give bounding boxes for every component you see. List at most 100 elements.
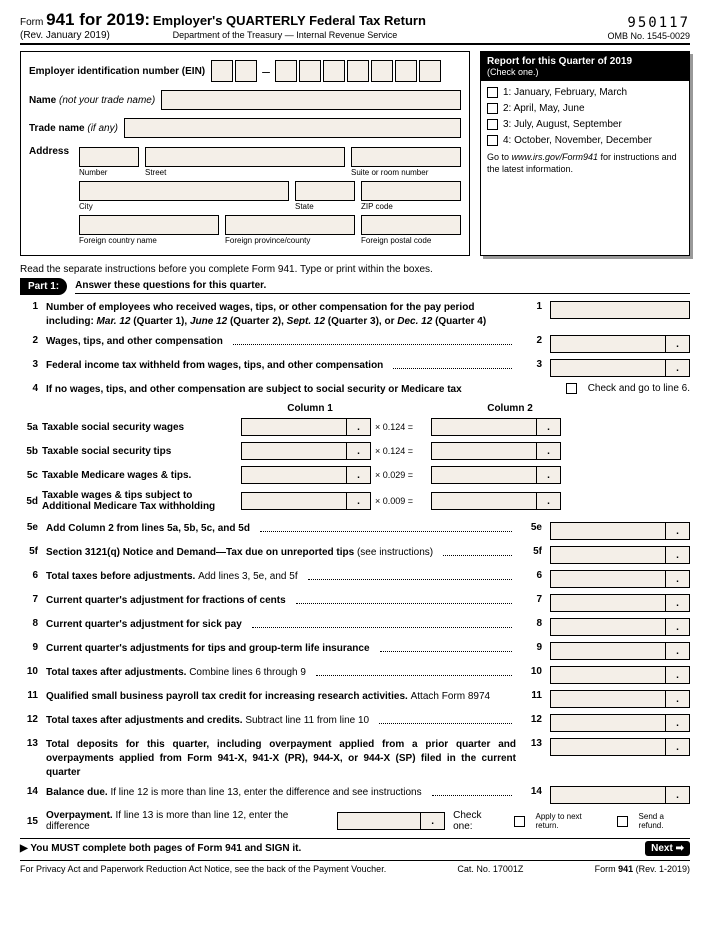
line-13-input[interactable]: . [550,738,690,756]
suite-input[interactable] [351,147,461,167]
line-7-text: Current quarter's adjustment for fractio… [46,594,286,608]
apply-next-return-checkbox[interactable] [514,816,525,827]
foreign-province-input[interactable] [225,215,355,235]
line-2-text: Wages, tips, and other compensation [46,335,223,349]
ein-box-3[interactable] [275,60,297,82]
city-label: City [79,202,289,211]
line-5d-col1-input[interactable]: . [241,492,371,510]
line-5d-text2: Additional Medicare Tax withholding [42,501,215,512]
ein-box-8[interactable] [395,60,417,82]
catalog-number: Cat. No. 17001Z [457,864,523,874]
address-number-input[interactable] [79,147,139,167]
check-one-label: Check one: [453,810,503,832]
mult-5c: × 0.029 = [375,470,427,480]
line-10-input[interactable]: . [550,666,690,684]
name-input[interactable] [161,90,461,110]
line-5b-col1-input[interactable]: . [241,442,371,460]
quarter-3-label: 3: July, August, September [503,119,622,130]
line-1-input[interactable] [550,301,690,319]
ein-box-5[interactable] [323,60,345,82]
ein-box-7[interactable] [371,60,393,82]
fcountry-label: Foreign country name [79,236,219,245]
quarter-title: Report for this Quarter of 2019 [487,56,683,67]
line-4-checkbox[interactable] [566,383,577,394]
line-5f-input[interactable]: . [550,546,690,564]
line-1-text-a: Number of employees who received wages, … [46,302,474,313]
part-1-title: Answer these questions for this quarter. [75,280,690,294]
ein-box-6[interactable] [347,60,369,82]
zip-input[interactable] [361,181,461,201]
quarter-4-checkbox[interactable] [487,135,498,146]
fpostal-label: Foreign postal code [361,236,461,245]
privacy-notice: For Privacy Act and Paperwork Reduction … [20,864,386,874]
ein-label: Employer identification number (EIN) [29,66,205,77]
next-button[interactable]: Next [645,841,690,856]
quarter-1-checkbox[interactable] [487,87,498,98]
column-2-header: Column 2 [440,403,580,414]
department: Department of the Treasury — Internal Re… [173,30,398,40]
ein-input-group: – [211,60,441,82]
trade-label: Trade name [29,123,85,134]
line-5a-col2-input[interactable]: . [431,418,561,436]
send-refund-checkbox[interactable] [617,816,628,827]
line-5e-input[interactable]: . [550,522,690,540]
irs-url: www.irs.gov/Form941 [512,152,599,162]
ein-box-4[interactable] [299,60,321,82]
foreign-country-input[interactable] [79,215,219,235]
zip-label: ZIP code [361,202,461,211]
line-5a-col1-input[interactable]: . [241,418,371,436]
line-1-num: 1 [20,301,38,312]
fprov-label: Foreign province/county [225,236,355,245]
quarter-check-label: (Check one.) [487,67,683,77]
form-number: 941 for 2019: [46,10,150,29]
must-complete-row: ▶ You MUST complete both pages of Form 9… [20,838,690,856]
part-1-tab: Part 1: [20,278,67,295]
quarter-4-label: 4: October, November, December [503,135,652,146]
address-street-input[interactable] [145,147,345,167]
ein-box-2[interactable] [235,60,257,82]
line-14-input[interactable]: . [550,786,690,804]
trade-hint: (if any) [87,123,118,134]
line-11-input[interactable]: . [550,690,690,708]
line-5c-col2-input[interactable]: . [431,466,561,484]
line-9-input[interactable]: . [550,642,690,660]
omb-number: OMB No. 1545-0029 [607,31,690,41]
opt2-label: Send a refund. [639,812,690,830]
ein-box-9[interactable] [419,60,441,82]
foreign-postal-input[interactable] [361,215,461,235]
trade-name-input[interactable] [124,118,461,138]
city-input[interactable] [79,181,289,201]
quarter-2-label: 2: April, May, June [503,103,585,114]
line-9-text: Current quarter's adjustments for tips a… [46,642,370,656]
line-5d-text1: Taxable wages & tips subject to [42,490,192,501]
mult-5a: × 0.124 = [375,422,427,432]
state-input[interactable] [295,181,355,201]
quarter-3-checkbox[interactable] [487,119,498,130]
name-hint: (not your trade name) [59,95,155,106]
line-5e-text: Add Column 2 from lines 5a, 5b, 5c, and … [46,522,250,536]
line-3-input[interactable]: . [550,359,690,377]
line-5b-text: Taxable social security tips [42,446,237,457]
quarter-2-checkbox[interactable] [487,103,498,114]
line-5f-text: Section 3121(q) Notice and Demand—Tax du… [46,547,354,558]
number-label: Number [79,168,139,177]
mult-5d: × 0.009 = [375,496,427,506]
ein-box-1[interactable] [211,60,233,82]
line-6-input[interactable]: . [550,570,690,588]
line-5d-col2-input[interactable]: . [431,492,561,510]
suite-label: Suite or room number [351,168,461,177]
quarter-1-label: 1: January, February, March [503,87,627,98]
line-12-input[interactable]: . [550,714,690,732]
line-5b-col2-input[interactable]: . [431,442,561,460]
line-8-input[interactable]: . [550,618,690,636]
line-2-input[interactable]: . [550,335,690,353]
street-label: Street [145,168,345,177]
form-code: 950117 [607,15,690,31]
form-label: Form [20,17,43,28]
line-13-text: Total deposits for this quarter, includi… [46,739,516,778]
line-5c-col1-input[interactable]: . [241,466,371,484]
instructions-text: Read the separate instructions before yo… [20,264,690,275]
name-label: Name [29,95,56,106]
line-15-input[interactable]: . [337,812,445,830]
line-7-input[interactable]: . [550,594,690,612]
